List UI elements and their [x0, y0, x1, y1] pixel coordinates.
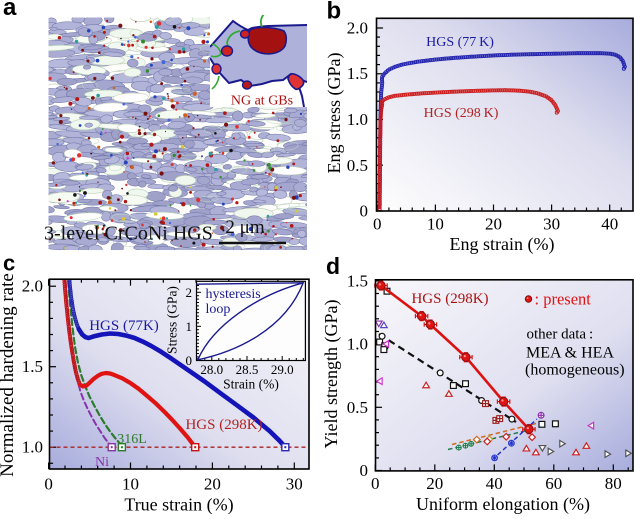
svg-text:b: b [327, 0, 342, 25]
svg-text:MEA & HEA: MEA & HEA [526, 345, 614, 362]
svg-text:Eng stress (GPa): Eng stress (GPa) [324, 53, 345, 174]
svg-text:60: 60 [545, 474, 562, 493]
svg-text:1.5: 1.5 [347, 64, 368, 83]
svg-text:10: 10 [427, 215, 444, 234]
svg-text:20: 20 [426, 474, 443, 493]
svg-text:20: 20 [485, 215, 502, 234]
svg-text:Yield strength (GPa): Yield strength (GPa) [321, 300, 342, 449]
svg-text:HGS (298K): HGS (298K) [185, 417, 262, 433]
svg-text:0: 0 [360, 202, 369, 221]
svg-text:1.0: 1.0 [347, 110, 368, 129]
svg-text:HGS (298 K): HGS (298 K) [424, 106, 499, 121]
svg-text:1: 1 [186, 319, 193, 334]
svg-text:316L: 316L [117, 432, 147, 447]
svg-text:2.0: 2.0 [22, 277, 43, 296]
svg-text:0: 0 [373, 215, 382, 234]
svg-text:Uniform elongation (%): Uniform elongation (%) [416, 494, 590, 514]
svg-text:HGS (77K): HGS (77K) [89, 318, 159, 334]
svg-text:20: 20 [204, 475, 221, 494]
svg-text:0: 0 [360, 461, 369, 480]
svg-text:True strain (%): True strain (%) [124, 495, 233, 515]
svg-text:30: 30 [286, 475, 303, 494]
svg-text:1.0: 1.0 [22, 438, 43, 457]
svg-text:d: d [326, 253, 340, 279]
svg-text:10: 10 [122, 475, 139, 494]
svg-text:40: 40 [601, 215, 618, 234]
svg-text:: present: : present [535, 290, 592, 309]
svg-text:other data :: other data : [527, 326, 594, 342]
svg-text:a: a [3, 0, 17, 21]
svg-text:Normalized hardening rate: Normalized hardening rate [0, 273, 18, 477]
svg-text:2.0: 2.0 [347, 19, 368, 38]
svg-text:40: 40 [486, 474, 503, 493]
svg-text:NG at GBs: NG at GBs [231, 94, 293, 109]
svg-text:3-level CrCoNi HGS: 3-level CrCoNi HGS [44, 223, 213, 245]
svg-text:29.0: 29.0 [271, 362, 294, 377]
svg-text:28.5: 28.5 [236, 362, 259, 377]
svg-text:1.0: 1.0 [347, 335, 368, 354]
svg-text:Stress (GPa): Stress (GPa) [165, 286, 180, 354]
svg-text:HGS (298K): HGS (298K) [411, 291, 488, 307]
svg-text:1.5: 1.5 [22, 357, 43, 376]
svg-text:2 μm: 2 μm [225, 217, 264, 238]
svg-text:Ni: Ni [95, 455, 109, 470]
svg-text:0: 0 [186, 353, 193, 368]
svg-text:28.0: 28.0 [200, 362, 223, 377]
svg-text:HGS (77 K): HGS (77 K) [426, 35, 494, 50]
svg-text:1.5: 1.5 [347, 271, 368, 290]
svg-text:30: 30 [543, 215, 560, 234]
svg-text:hysteresis: hysteresis [206, 287, 261, 302]
svg-text:0: 0 [44, 475, 53, 494]
svg-text:2: 2 [186, 285, 193, 300]
svg-text:Strain (%): Strain (%) [223, 377, 279, 392]
svg-text:0.5: 0.5 [347, 156, 368, 175]
svg-text:(homogeneous): (homogeneous) [525, 362, 625, 379]
svg-text:0: 0 [371, 474, 380, 493]
svg-text:80: 80 [605, 474, 622, 493]
svg-text:Eng strain (%): Eng strain (%) [450, 234, 555, 255]
svg-text:0.5: 0.5 [347, 398, 368, 417]
svg-text:c: c [3, 251, 15, 276]
svg-text:loop: loop [206, 302, 231, 317]
